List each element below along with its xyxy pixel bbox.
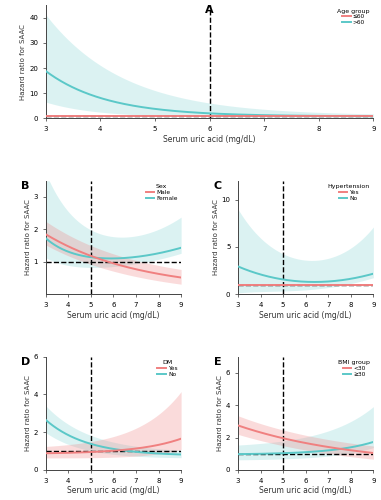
Text: D: D [21, 356, 30, 366]
Legend: Yes, No: Yes, No [157, 360, 178, 378]
Legend: <30, ≥30: <30, ≥30 [338, 360, 370, 378]
Legend: ≤60, >60: ≤60, >60 [337, 8, 370, 26]
X-axis label: Serum uric acid (mg/dL): Serum uric acid (mg/dL) [259, 310, 352, 320]
Legend: Male, Female: Male, Female [145, 184, 178, 202]
Text: B: B [21, 181, 30, 191]
Legend: Yes, No: Yes, No [327, 184, 370, 202]
Y-axis label: Hazard ratio for SAAC: Hazard ratio for SAAC [20, 24, 26, 100]
X-axis label: Serum uric acid (mg/dL): Serum uric acid (mg/dL) [163, 135, 256, 144]
Text: A: A [205, 5, 214, 15]
X-axis label: Serum uric acid (mg/dL): Serum uric acid (mg/dL) [259, 486, 352, 496]
Y-axis label: Hazard ratio for SAAC: Hazard ratio for SAAC [213, 200, 219, 276]
Text: E: E [214, 356, 221, 366]
Y-axis label: Hazard ratio for SAAC: Hazard ratio for SAAC [217, 376, 223, 451]
Y-axis label: Hazard ratio for SAAC: Hazard ratio for SAAC [25, 200, 31, 276]
Y-axis label: Hazard ratio for SAAC: Hazard ratio for SAAC [25, 376, 31, 451]
X-axis label: Serum uric acid (mg/dL): Serum uric acid (mg/dL) [67, 310, 160, 320]
X-axis label: Serum uric acid (mg/dL): Serum uric acid (mg/dL) [67, 486, 160, 496]
Text: C: C [214, 181, 222, 191]
